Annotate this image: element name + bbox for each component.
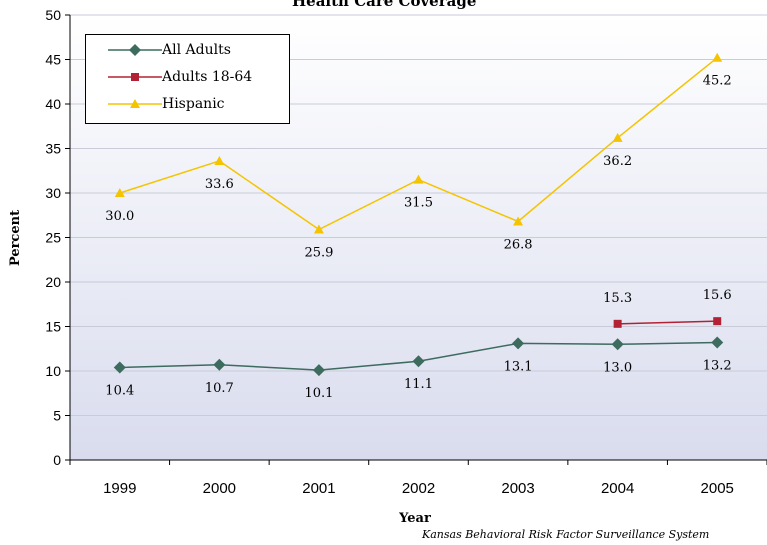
axes: 0 5 10 15 20 25 30 35 40 45 50 1999 2000 2001 2002 2003…	[45, 7, 767, 497]
data-point-triangle	[214, 155, 225, 165]
data-label: 45.2	[703, 74, 732, 89]
source-note: Kansas Behavioral Risk Factor Surveillan…	[422, 528, 710, 541]
data-label: 36.2	[603, 154, 632, 169]
data-label: 15.6	[703, 288, 732, 303]
data-point-diamond	[412, 355, 425, 368]
data-label: 25.9	[304, 245, 333, 260]
y-tick-label: 45	[45, 52, 61, 68]
data-point-triangle	[513, 216, 524, 226]
x-axis-label: Year	[399, 511, 431, 526]
data-label: 30.0	[105, 209, 134, 224]
y-tick-label: 0	[53, 452, 61, 468]
data-point-diamond	[611, 338, 624, 351]
y-tick-label: 30	[45, 185, 61, 201]
series-layer	[113, 52, 724, 377]
x-tick-label: 2005	[701, 480, 734, 497]
x-tick-label: 2001	[302, 480, 335, 497]
data-label: 10.4	[105, 383, 134, 398]
data-label: 33.6	[205, 177, 234, 192]
x-tick-label: 2003	[501, 480, 534, 497]
data-label: 11.1	[404, 377, 433, 392]
data-label: 31.5	[404, 196, 433, 211]
legend-marker-square-icon	[108, 73, 162, 81]
data-label: 13.0	[603, 360, 632, 375]
y-tick-label: 35	[45, 141, 61, 157]
legend-label: Adults 18-64	[162, 69, 253, 85]
data-label: 13.1	[504, 359, 533, 374]
legend-item-adults-18-64: Adults 18-64	[86, 66, 289, 88]
y-tick-label: 10	[45, 363, 61, 379]
legend: All Adults Adults 18-64 Hispanic	[85, 34, 290, 124]
data-point-diamond	[512, 337, 525, 350]
legend-item-all-adults: All Adults	[86, 39, 289, 61]
x-tick-label: 2000	[203, 480, 236, 497]
data-point-triangle	[114, 188, 125, 197]
data-labels: 10.4 10.7 10.1 11.1 13.1 13.0 13.2 15.3 15.6 30.0…	[105, 74, 731, 401]
y-tick-label: 15	[45, 319, 61, 335]
data-label: 10.7	[205, 381, 234, 396]
series-line-1	[617, 320, 718, 325]
data-point-triangle	[413, 174, 424, 184]
data-point-diamond	[213, 358, 226, 371]
y-tick-label: 40	[45, 96, 61, 112]
data-point-diamond	[312, 364, 325, 377]
y-axis-label: Percent	[8, 209, 23, 267]
data-point-square	[713, 317, 722, 326]
chart-title: Health Care Coverage	[292, 0, 477, 10]
data-label: 13.2	[703, 359, 732, 374]
x-tick-label: 2004	[601, 480, 634, 497]
y-tick-label: 50	[45, 7, 61, 23]
data-label: 10.1	[304, 386, 333, 401]
data-label: 15.3	[603, 291, 632, 306]
y-tick-label: 20	[45, 274, 61, 290]
data-point-triangle	[712, 52, 723, 62]
data-point-diamond	[711, 336, 724, 349]
data-label: 26.8	[504, 237, 533, 252]
y-tick-label: 25	[45, 230, 61, 246]
legend-marker-diamond-icon	[108, 44, 162, 56]
data-point-triangle	[313, 224, 324, 234]
data-point-diamond	[113, 361, 126, 374]
data-point-square	[613, 319, 622, 328]
legend-label: Hispanic	[162, 96, 225, 112]
data-point-triangle	[612, 132, 623, 142]
legend-marker-triangle-icon	[108, 99, 162, 108]
legend-label: All Adults	[162, 42, 231, 58]
x-tick-label: 2002	[402, 480, 435, 497]
legend-item-hispanic: Hispanic	[86, 93, 289, 115]
x-tick-label: 1999	[103, 480, 136, 497]
y-tick-label: 5	[53, 408, 61, 424]
